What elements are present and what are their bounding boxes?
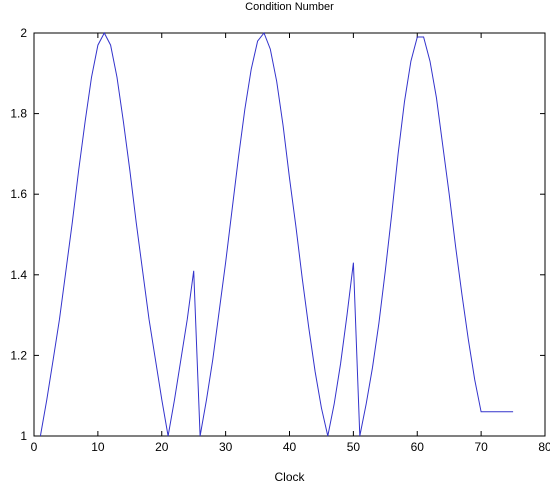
x-tick-label: 60: [411, 440, 425, 454]
y-axis: 1 1.2 1.4 1.6 1.8 2: [10, 26, 545, 443]
plot-area: [33, 32, 546, 437]
x-tick-label: 80: [538, 440, 550, 454]
y-tick-label: 2: [20, 26, 27, 40]
x-axis-label: Clock: [274, 470, 305, 484]
x-tick-label: 20: [155, 440, 169, 454]
x-tick-label: 10: [91, 440, 105, 454]
y-tick-label: 1: [20, 429, 27, 443]
chart-title: Condition Number: [245, 1, 334, 13]
x-axis: 0 10 20 30 40 50 60 70 80: [31, 33, 550, 454]
y-tick-label: 1.6: [10, 187, 27, 201]
x-tick-label: 50: [347, 440, 361, 454]
x-tick-label: 40: [283, 440, 297, 454]
x-tick-label: 70: [474, 440, 488, 454]
y-tick-label: 1.2: [10, 348, 27, 362]
y-tick-label: 1.8: [10, 107, 27, 121]
y-tick-label: 1.4: [10, 268, 27, 282]
x-tick-label: 0: [31, 440, 38, 454]
x-tick-label: 30: [219, 440, 233, 454]
series-line: [39, 31, 514, 437]
